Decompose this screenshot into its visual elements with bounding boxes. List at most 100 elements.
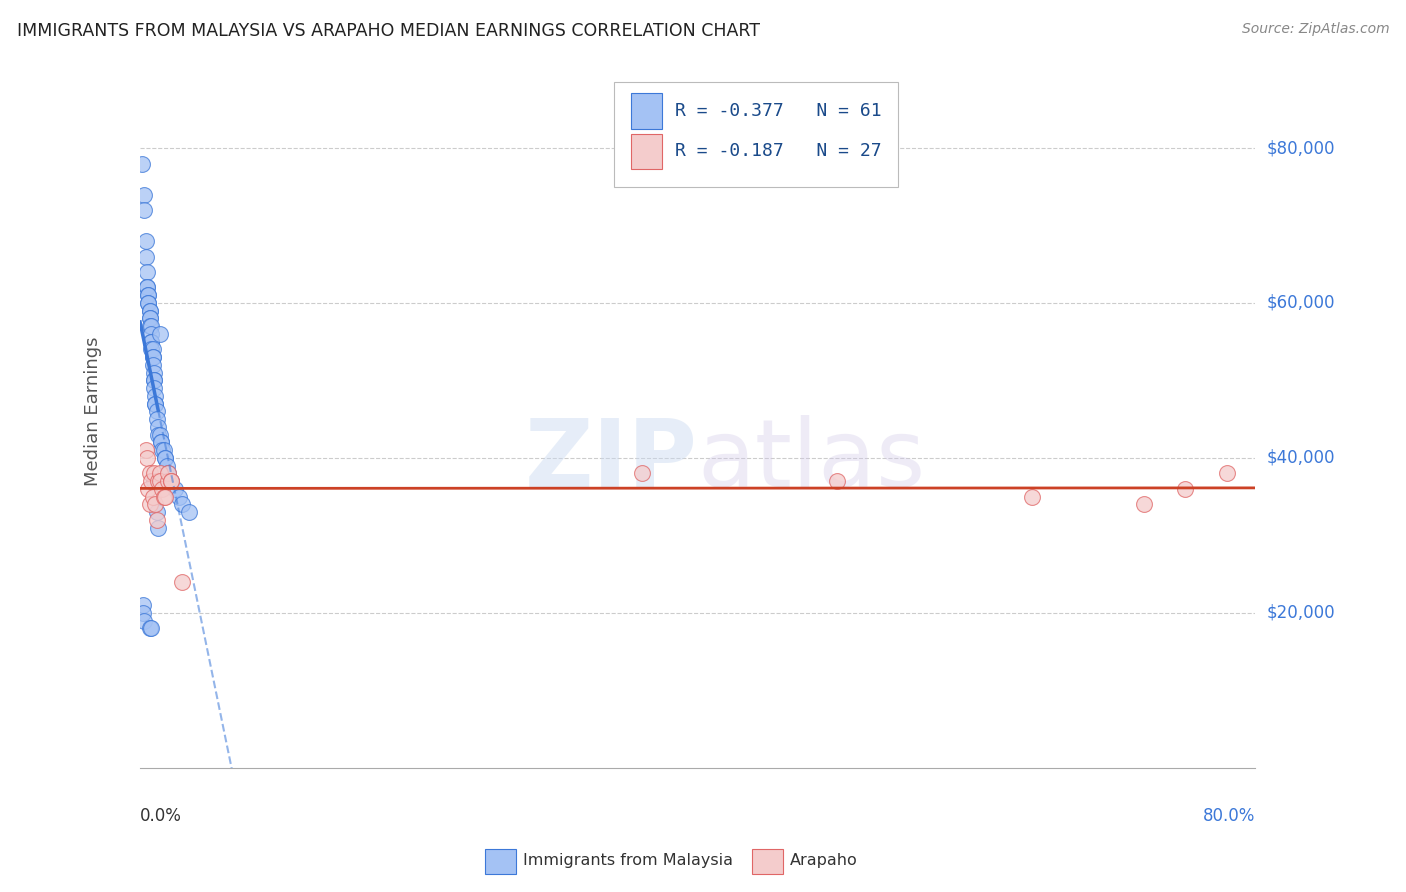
Point [132,187,155,202]
Text: Arapaho: Arapaho [790,854,858,868]
Point [142,358,165,372]
Point [135,234,157,248]
Point [139,621,162,635]
Point [143,474,166,488]
Point [136,280,159,294]
Text: Immigrants from Malaysia: Immigrants from Malaysia [523,854,733,868]
Point [148,467,170,481]
Point [142,343,165,357]
FancyBboxPatch shape [631,134,662,169]
Point [145,497,167,511]
Point [170,497,193,511]
Point [148,427,170,442]
Point [163,482,186,496]
Point [135,250,157,264]
Point [153,450,176,465]
Point [136,450,159,465]
Point [139,319,162,334]
Point [141,334,163,349]
Point [152,443,174,458]
Point [167,490,190,504]
Text: R = -0.187   N = 27: R = -0.187 N = 27 [675,143,882,161]
Point [132,598,155,612]
Point [138,482,160,496]
Point [146,513,169,527]
Point [141,334,163,349]
Point [148,520,170,534]
Text: $80,000: $80,000 [1267,139,1334,157]
Point [141,621,163,635]
Point [132,606,155,620]
Point [148,326,170,341]
Point [155,458,177,473]
Point [141,326,163,341]
Point [142,350,165,364]
Text: $60,000: $60,000 [1267,294,1334,312]
Point [143,467,166,481]
Point [138,296,160,310]
Point [138,288,160,302]
Text: 0.0%: 0.0% [141,807,181,825]
Point [141,343,163,357]
FancyBboxPatch shape [631,93,662,128]
Point [152,490,174,504]
Point [134,202,156,217]
Text: ZIP: ZIP [524,416,697,508]
Point [177,505,200,519]
Point [142,350,165,364]
Point [146,412,169,426]
Point [825,474,848,488]
Text: Median Earnings: Median Earnings [84,336,103,486]
Point [1174,482,1197,496]
Point [143,374,166,388]
Point [143,381,166,395]
Point [1216,467,1239,481]
Point [149,435,172,450]
Point [148,474,170,488]
Point [170,574,193,589]
Point [139,311,162,326]
Text: $20,000: $20,000 [1267,604,1334,622]
Point [1132,497,1154,511]
Point [149,435,172,450]
Point [145,389,167,403]
Point [139,467,162,481]
Text: Source: ZipAtlas.com: Source: ZipAtlas.com [1241,22,1389,37]
Point [630,467,652,481]
Point [153,490,176,504]
Point [156,474,179,488]
Text: 80.0%: 80.0% [1202,807,1256,825]
Point [139,497,162,511]
Point [141,319,163,334]
Point [143,374,166,388]
Point [145,397,167,411]
Point [156,467,179,481]
Point [139,303,162,318]
Point [135,443,157,458]
Point [1021,490,1043,504]
Point [150,482,173,496]
Point [136,280,159,294]
Point [148,420,170,434]
Point [153,450,176,465]
Text: IMMIGRANTS FROM MALAYSIA VS ARAPAHO MEDIAN EARNINGS CORRELATION CHART: IMMIGRANTS FROM MALAYSIA VS ARAPAHO MEDI… [17,22,759,40]
Point [159,474,181,488]
Point [148,474,170,488]
Point [139,303,162,318]
Point [146,404,169,418]
Point [143,366,166,380]
Point [134,614,156,628]
Point [142,490,165,504]
Point [159,474,181,488]
Point [131,156,153,170]
Point [138,288,160,302]
Point [136,265,159,279]
Text: atlas: atlas [697,416,925,508]
Point [146,505,169,519]
Point [148,427,170,442]
Point [145,397,167,411]
Point [150,443,173,458]
Point [141,474,163,488]
FancyBboxPatch shape [614,81,898,187]
Point [159,474,181,488]
